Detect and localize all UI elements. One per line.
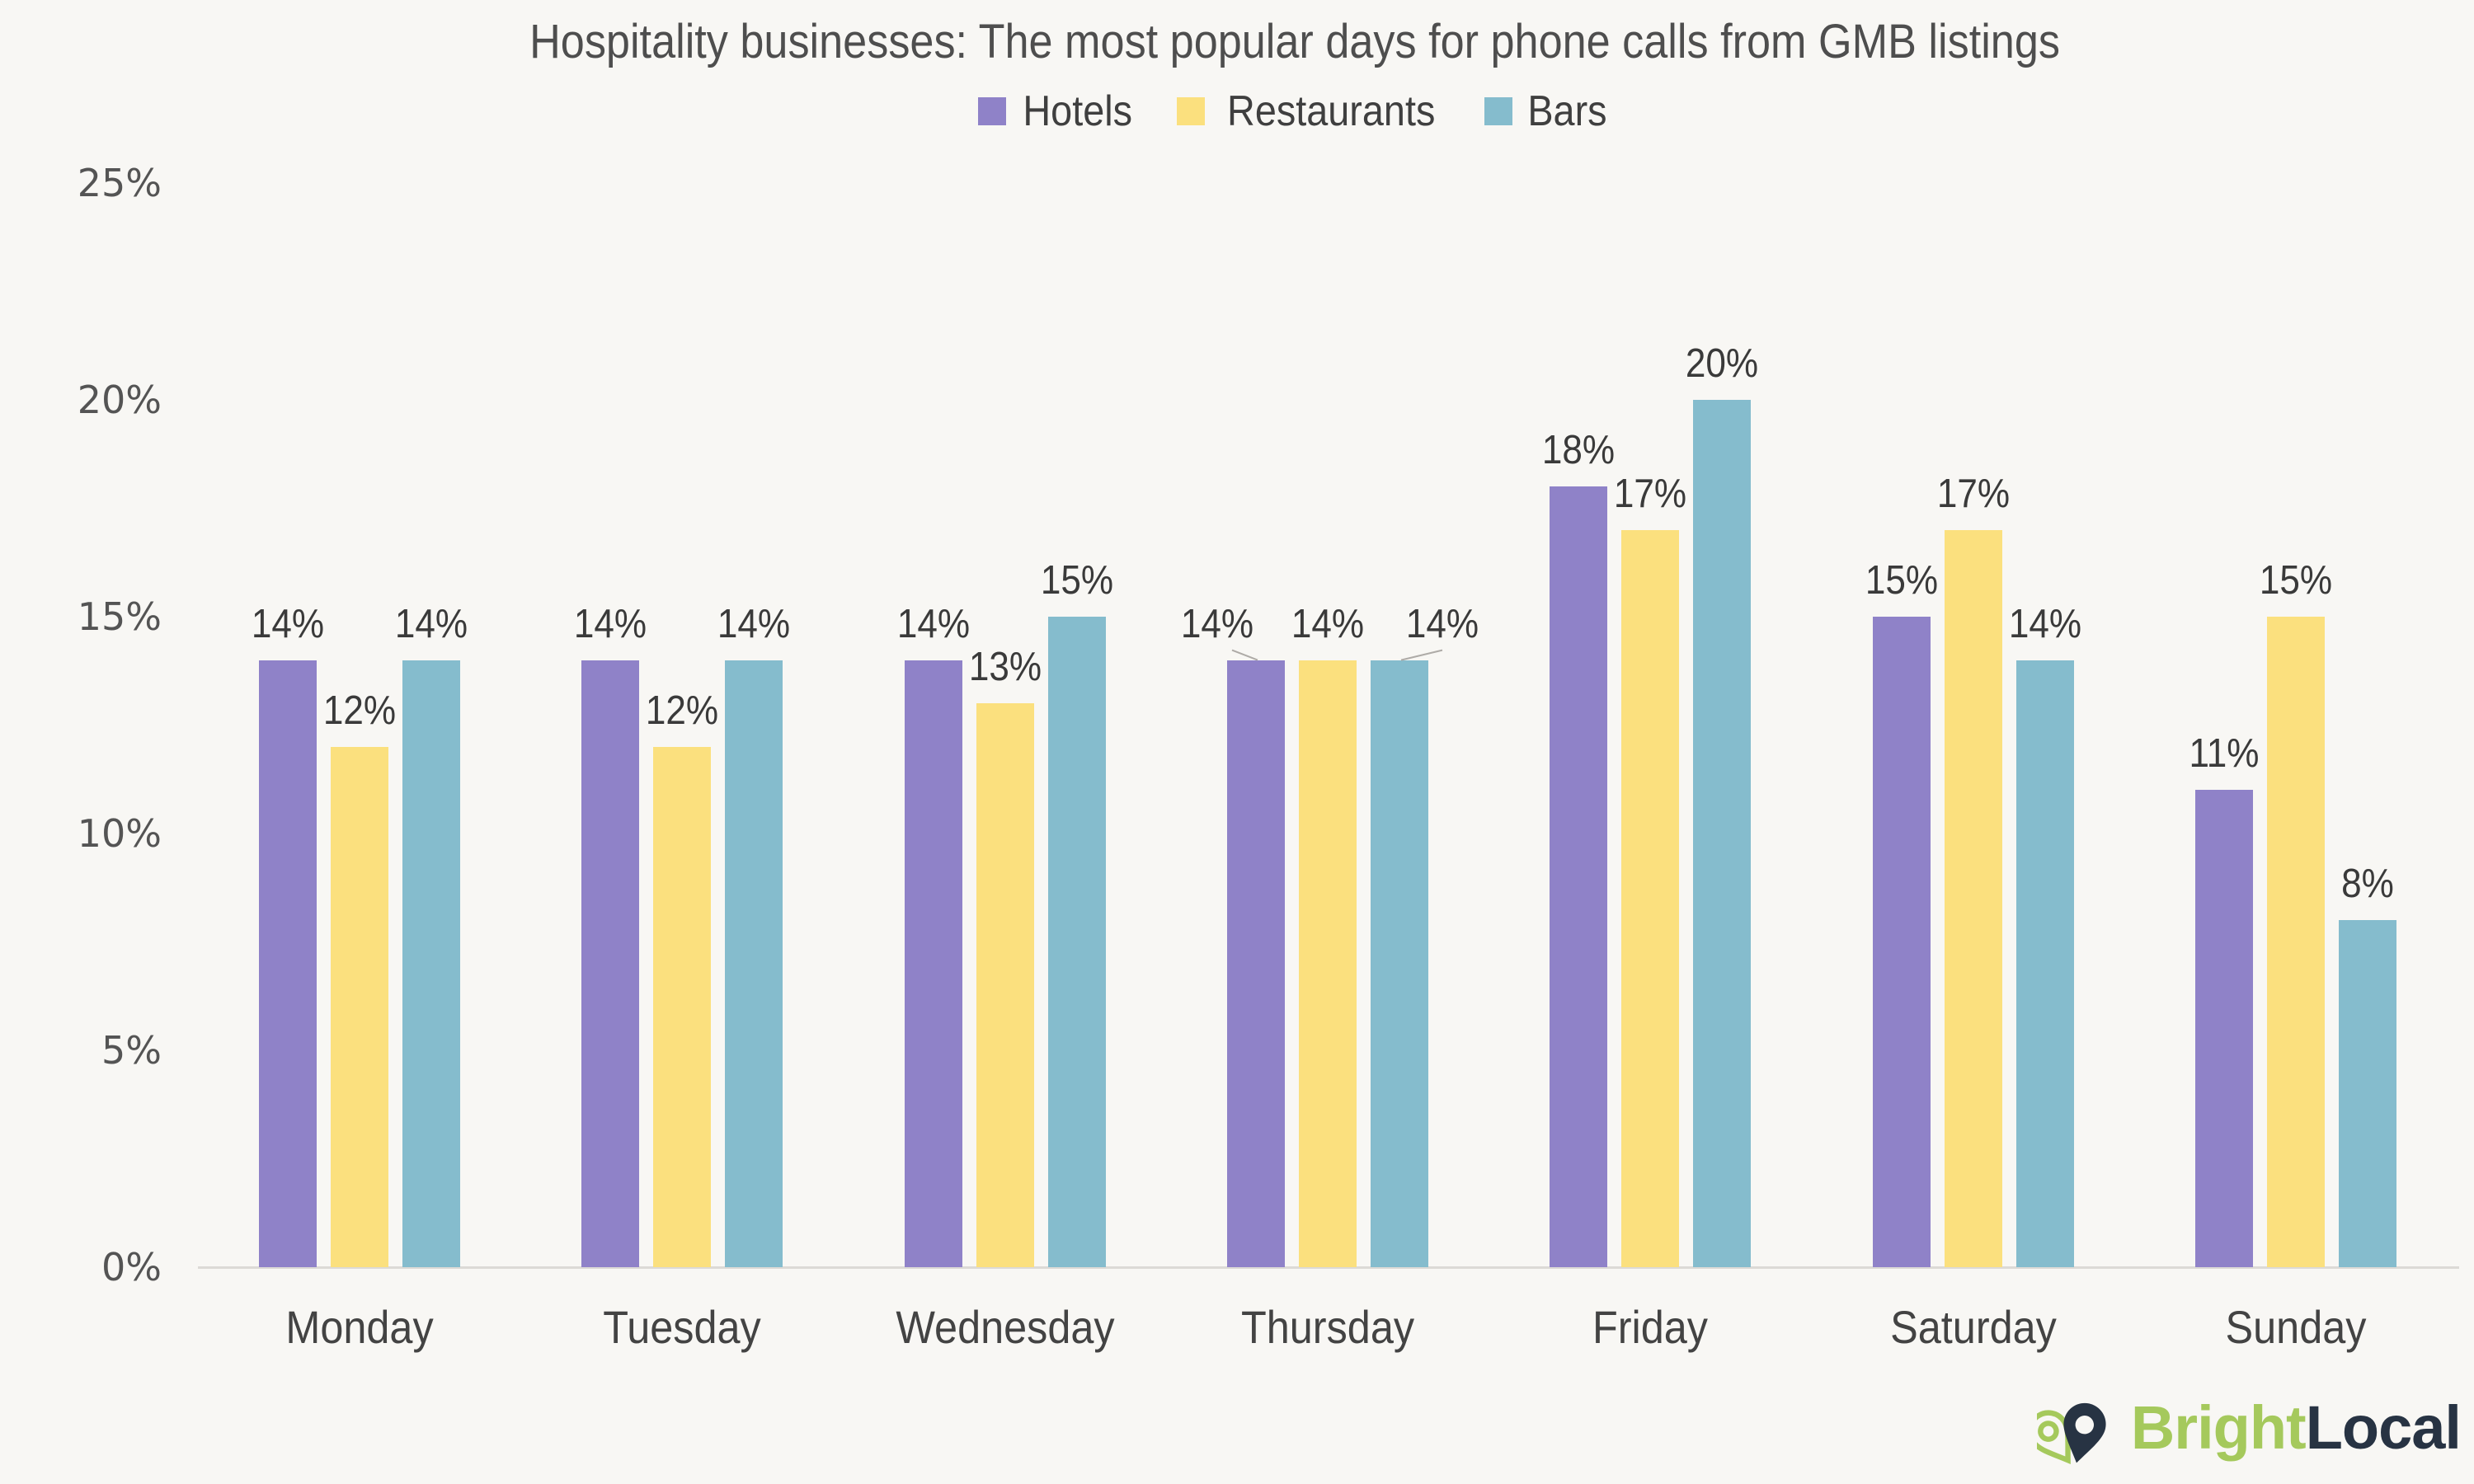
data-label-bars-thursday: 14% <box>1405 601 1479 646</box>
data-label-restaurants-wednesday: 13% <box>968 645 1042 690</box>
data-label-restaurants-tuesday: 12% <box>646 688 719 733</box>
data-label-hotels-sunday: 11% <box>2189 731 2260 777</box>
legend-swatch-bars <box>1484 97 1512 125</box>
legend-label-bars: Bars <box>1527 87 1607 135</box>
legend-item-restaurants: Restaurants <box>1176 87 1446 135</box>
bar-hotels-saturday <box>1872 617 1931 1267</box>
data-label-bars-wednesday: 15% <box>1040 558 1113 603</box>
data-label-bars-friday: 20% <box>1686 341 1759 386</box>
bar-restaurants-monday <box>331 746 388 1267</box>
y-axis-label-10-: 10% <box>77 811 162 856</box>
data-label-hotels-thursday: 14% <box>1180 601 1254 646</box>
chart-title: Hospitality businesses: The most popular… <box>529 15 2060 68</box>
bar-bars-sunday <box>2338 920 2396 1267</box>
bar-hotels-thursday <box>1226 660 1285 1267</box>
logo-text: BrightLocal <box>2130 1385 2462 1471</box>
legend: Hotels Restaurants Bars <box>115 89 2474 134</box>
data-label-restaurants-monday: 12% <box>322 688 397 733</box>
chart-header: Hospitality businesses: The most popular… <box>115 15 2474 69</box>
bar-hotels-monday <box>259 660 317 1267</box>
bar-hotels-wednesday <box>904 660 962 1267</box>
x-axis-label-thursday: Thursday <box>1240 1301 1415 1353</box>
data-label-restaurants-thursday: 14% <box>1291 601 1365 646</box>
bar-bars-tuesday <box>725 660 783 1267</box>
x-axis-label-sunday: Sunday <box>2225 1301 2367 1353</box>
bar-bars-saturday <box>2015 660 2074 1267</box>
bar-hotels-friday <box>1550 486 1608 1267</box>
bar-restaurants-thursday <box>1298 660 1357 1267</box>
x-axis-label-wednesday: Wednesday <box>896 1301 1115 1353</box>
bar-restaurants-tuesday <box>653 746 712 1267</box>
x-axis-line <box>198 1266 2459 1269</box>
y-axis-label-15-: 15% <box>77 594 162 639</box>
bar-restaurants-friday <box>1621 529 1680 1267</box>
data-label-hotels-tuesday: 14% <box>574 601 647 646</box>
data-label-restaurants-saturday: 17% <box>1936 471 2010 516</box>
bar-hotels-sunday <box>2194 790 2253 1267</box>
x-axis-label-saturday: Saturday <box>1889 1301 2057 1353</box>
data-label-restaurants-sunday: 15% <box>2259 558 2333 603</box>
logo-text-local: Local <box>2305 1393 2462 1462</box>
data-label-hotels-monday: 14% <box>251 601 325 646</box>
legend-item-bars: Bars <box>1484 89 1611 134</box>
data-label-hotels-friday: 18% <box>1542 428 1616 473</box>
x-axis-label-friday: Friday <box>1592 1301 1709 1353</box>
bar-bars-monday <box>402 660 460 1267</box>
data-label-restaurants-friday: 17% <box>1614 471 1687 516</box>
y-axis-label-0-: 0% <box>101 1245 162 1289</box>
y-axis-label-25-: 25% <box>77 161 162 205</box>
logo-text-bright: Bright <box>2130 1393 2307 1462</box>
bar-bars-wednesday <box>1047 617 1106 1267</box>
legend-swatch-restaurants <box>1176 97 1205 125</box>
bar-restaurants-saturday <box>1944 529 2002 1267</box>
map-pin-heart-icon <box>2036 1402 2106 1465</box>
x-axis-label-monday: Monday <box>285 1301 434 1353</box>
brightlocal-logo: BrightLocal <box>2036 1385 2462 1471</box>
bar-restaurants-sunday <box>2266 617 2325 1267</box>
y-axis-label-5-: 5% <box>101 1028 162 1073</box>
data-label-hotels-wednesday: 14% <box>896 601 970 646</box>
data-label-bars-sunday: 8% <box>2341 862 2394 907</box>
data-label-bars-saturday: 14% <box>2008 601 2081 646</box>
bar-bars-friday <box>1693 400 1752 1267</box>
data-label-hotels-saturday: 15% <box>1865 558 1938 603</box>
x-axis-label-tuesday: Tuesday <box>603 1301 762 1353</box>
y-axis-label-20-: 20% <box>77 378 162 422</box>
bar-bars-thursday <box>1370 660 1428 1267</box>
legend-item-hotels: Hotels <box>978 89 1138 134</box>
bar-hotels-tuesday <box>581 660 640 1267</box>
bar-restaurants-wednesday <box>976 703 1034 1267</box>
data-label-bars-tuesday: 14% <box>717 601 791 646</box>
callout-line-bars-thursday <box>1400 649 1443 661</box>
legend-label-restaurants: Restaurants <box>1226 87 1435 135</box>
callout-line-hotels-thursday <box>1231 649 1258 661</box>
data-label-bars-monday: 14% <box>394 601 468 646</box>
legend-label-hotels: Hotels <box>1023 87 1133 135</box>
legend-swatch-hotels <box>978 97 1007 125</box>
